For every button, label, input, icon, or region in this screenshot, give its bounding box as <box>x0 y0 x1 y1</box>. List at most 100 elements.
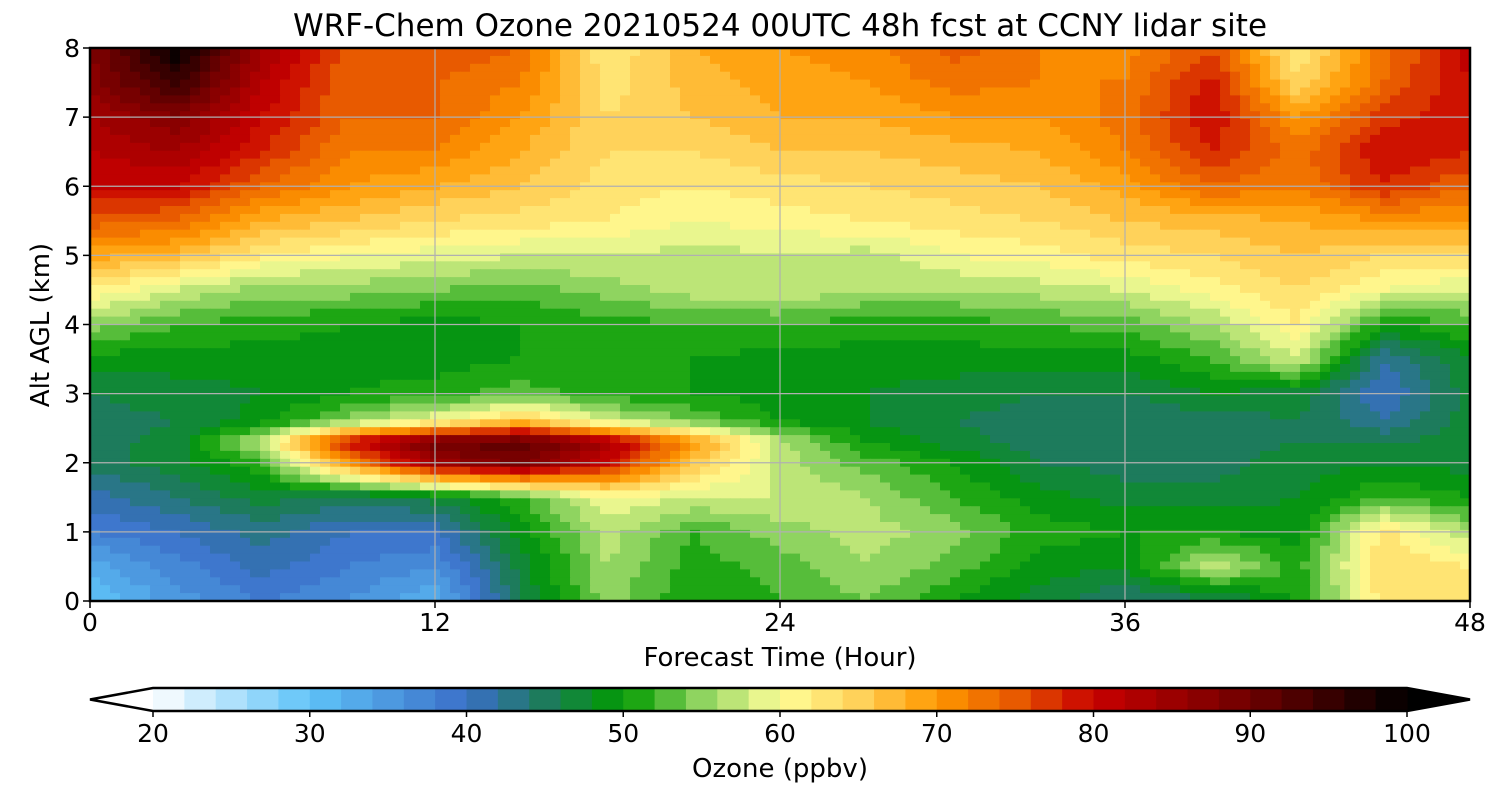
heatmap-cell <box>730 316 741 326</box>
heatmap-cell <box>600 316 611 326</box>
heatmap-cell <box>1010 198 1021 207</box>
heatmap-cell <box>990 95 1001 104</box>
heatmap-cell <box>810 221 821 231</box>
heatmap-cell <box>570 158 581 168</box>
heatmap-cell <box>1420 277 1431 286</box>
heatmap-cell <box>910 95 921 104</box>
heatmap-cell <box>650 158 661 168</box>
heatmap-cell <box>630 206 641 215</box>
heatmap-cell <box>580 269 591 278</box>
heatmap-cell <box>150 253 161 262</box>
heatmap-cell <box>260 277 271 286</box>
heatmap-cell <box>1160 221 1171 231</box>
heatmap-cell <box>720 285 731 294</box>
heatmap-cell <box>530 119 541 128</box>
heatmap-cell <box>460 79 471 89</box>
heatmap-cell <box>150 292 161 302</box>
heatmap-cell <box>940 221 951 231</box>
heatmap-cell <box>1360 71 1371 81</box>
heatmap-cell <box>1300 277 1311 286</box>
heatmap-cell <box>1240 253 1251 262</box>
heatmap-cell <box>370 316 381 326</box>
heatmap-cell <box>170 55 181 65</box>
heatmap-cell <box>920 269 931 278</box>
heatmap-cell <box>1280 316 1291 326</box>
heatmap-cell <box>950 127 961 136</box>
heatmap-cell <box>260 158 271 168</box>
heatmap-cell <box>1050 229 1061 239</box>
heatmap-cell <box>720 237 731 247</box>
heatmap-cell <box>800 261 811 270</box>
heatmap-cell <box>770 158 781 168</box>
heatmap-cell <box>1020 150 1031 160</box>
heatmap-cell <box>1160 142 1171 152</box>
heatmap-cell <box>1440 292 1451 302</box>
heatmap-cell <box>1070 277 1081 286</box>
heatmap-cell <box>490 245 501 254</box>
heatmap-cell <box>480 269 491 278</box>
heatmap-cell <box>750 261 761 270</box>
heatmap-cell <box>120 277 131 286</box>
heatmap-cell <box>1220 166 1231 175</box>
heatmap-cell <box>860 63 871 73</box>
heatmap-cell <box>1030 269 1041 278</box>
heatmap-cell <box>1320 316 1331 326</box>
heatmap-cell <box>1210 119 1221 128</box>
heatmap-cell <box>1230 150 1241 160</box>
heatmap-cell <box>470 308 481 318</box>
heatmap-cell <box>810 316 821 326</box>
heatmap-cell <box>1370 55 1381 65</box>
heatmap-cell <box>1330 190 1341 199</box>
heatmap-cell <box>340 261 351 270</box>
heatmap-cell <box>620 190 631 199</box>
heatmap-cell <box>910 127 921 136</box>
heatmap-cell <box>320 95 331 104</box>
heatmap-cell <box>400 71 411 81</box>
heatmap-cell <box>1080 55 1091 65</box>
heatmap-cell <box>400 292 411 302</box>
heatmap-cell <box>850 63 861 73</box>
heatmap-cell <box>1270 198 1281 207</box>
heatmap-cell <box>870 229 881 239</box>
heatmap-cell <box>1110 316 1121 326</box>
heatmap-cell <box>1460 285 1470 294</box>
heatmap-cell <box>1300 300 1311 310</box>
heatmap-cell <box>180 79 191 89</box>
heatmap-cell <box>580 166 591 175</box>
heatmap-cell <box>1080 245 1091 254</box>
heatmap-cell <box>220 213 231 223</box>
heatmap-cell <box>700 79 711 89</box>
heatmap-cell <box>350 71 361 81</box>
heatmap-cell <box>380 71 391 81</box>
heatmap-cell <box>460 316 471 326</box>
heatmap-cell <box>1250 150 1261 160</box>
heatmap-cell <box>1110 285 1121 294</box>
heatmap-cell <box>1390 174 1401 183</box>
heatmap-cell <box>1280 87 1291 96</box>
heatmap-cell <box>1020 158 1031 168</box>
heatmap-cell <box>150 150 161 160</box>
heatmap-cell <box>170 174 181 183</box>
heatmap-cell <box>300 127 311 136</box>
heatmap-cell <box>1020 285 1031 294</box>
heatmap-cell <box>120 221 131 231</box>
heatmap-cell <box>910 190 921 199</box>
heatmap-cell <box>830 253 841 262</box>
heatmap-cell <box>970 166 981 175</box>
heatmap-cell <box>720 245 731 254</box>
heatmap-cell <box>1260 150 1271 160</box>
heatmap-cell <box>260 166 271 175</box>
heatmap-cell <box>420 308 431 318</box>
heatmap-cell <box>240 198 251 207</box>
heatmap-cell <box>1030 79 1041 89</box>
heatmap-cell <box>980 158 991 168</box>
heatmap-cell <box>480 229 491 239</box>
heatmap-cell <box>1220 95 1231 104</box>
heatmap-cell <box>1190 316 1201 326</box>
heatmap-cell <box>1150 63 1161 73</box>
heatmap-cell <box>500 95 511 104</box>
heatmap-cell <box>540 166 551 175</box>
heatmap-cell <box>650 237 661 247</box>
heatmap-cell <box>440 71 451 81</box>
heatmap-cell <box>890 316 901 326</box>
